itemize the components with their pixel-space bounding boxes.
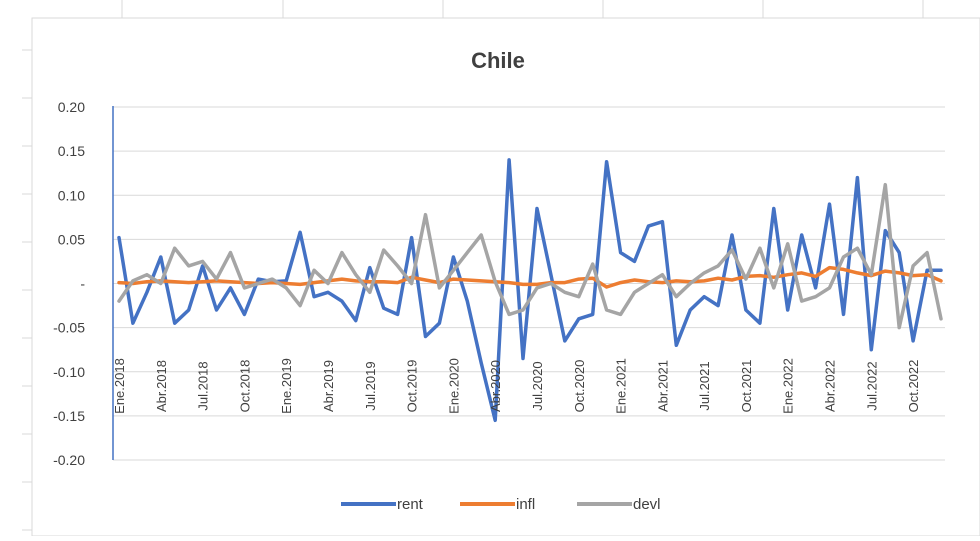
- chart-area-border[interactable]: [31, 17, 980, 537]
- y-tick-label: 0.20: [58, 99, 85, 115]
- x-tick-label: Ene.2018: [112, 358, 127, 414]
- y-tick-label: -: [80, 276, 85, 292]
- y-tick-label: 0.15: [58, 143, 85, 159]
- x-tick-label: Ene.2019: [279, 358, 294, 414]
- y-tick-label: -0.15: [53, 408, 85, 424]
- x-tick-label: Ene.2022: [781, 358, 796, 414]
- x-axis-labels: Ene.2018 Abr.2018 Jul.2018 Oct.2018 Ene.2019…: [112, 358, 921, 414]
- legend: rent infl devl: [341, 496, 661, 513]
- x-tick-label: Oct.2018: [237, 360, 252, 413]
- x-tick-label: Oct.2021: [739, 360, 754, 413]
- x-tick-label: Jul.2022: [864, 361, 879, 410]
- y-tick-label: -0.10: [53, 364, 85, 380]
- legend-label-infl: infl: [516, 496, 535, 513]
- x-tick-label: Abr.2020: [488, 360, 503, 412]
- x-tick-label: Abr.2022: [823, 360, 838, 412]
- gridlines: [113, 106, 945, 461]
- y-tick-label: -0.20: [53, 452, 85, 468]
- y-axis-labels: 0.20 0.15 0.10 0.05 - -0.05 -0.10 -0.15 -0.20: [53, 99, 85, 468]
- x-tick-label: Abr.2019: [321, 360, 336, 412]
- legend-label-devl: devl: [633, 496, 661, 513]
- x-tick-label: Jul.2018: [196, 361, 211, 410]
- chart-title: Chile: [471, 48, 525, 73]
- x-tick-label: Ene.2021: [614, 358, 629, 414]
- plot-area-series: [117, 158, 943, 423]
- x-tick-label: Abr.2018: [154, 360, 169, 412]
- x-tick-label: Oct.2020: [572, 360, 587, 413]
- x-tick-label: Ene.2020: [446, 358, 461, 414]
- legend-label-rent: rent: [397, 496, 424, 513]
- sheet-column-ticks: [22, 0, 924, 531]
- y-tick-label: -0.05: [53, 320, 85, 336]
- series-line-devl[interactable]: [117, 182, 943, 330]
- y-tick-label: 0.05: [58, 231, 85, 247]
- x-tick-label: Oct.2019: [405, 360, 420, 413]
- x-tick-label: Jul.2021: [697, 361, 712, 410]
- x-tick-label: Abr.2021: [655, 360, 670, 412]
- x-tick-label: Jul.2020: [530, 361, 545, 410]
- x-tick-label: Oct.2022: [906, 360, 921, 413]
- x-tick-label: Jul.2019: [363, 361, 378, 410]
- y-tick-label: 0.10: [58, 187, 85, 203]
